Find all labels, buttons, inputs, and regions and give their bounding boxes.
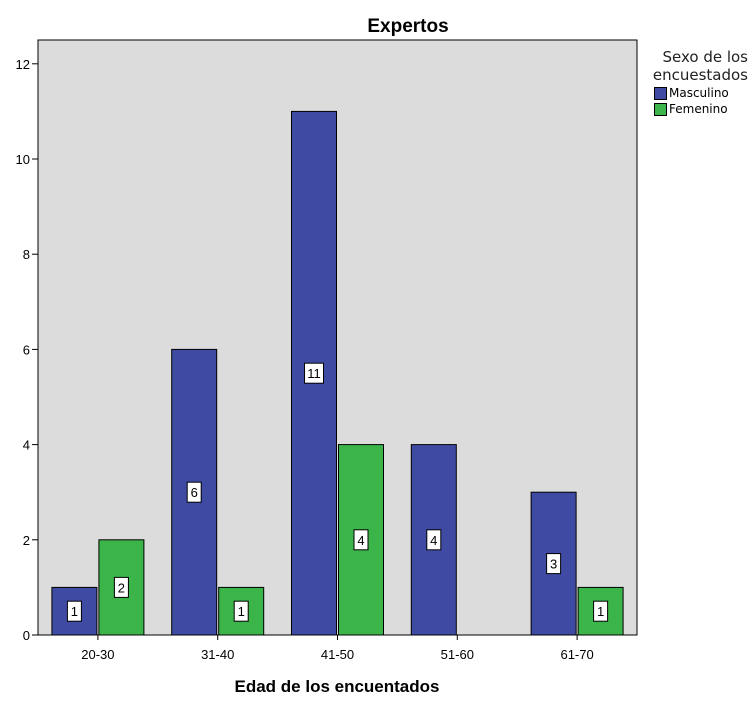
data-label: 2 (118, 580, 125, 595)
y-tick-label: 0 (23, 628, 30, 643)
data-label: 4 (430, 533, 437, 548)
x-tick-label: 41-50 (321, 647, 354, 662)
x-tick-label: 20-30 (81, 647, 114, 662)
data-label-box (546, 553, 562, 575)
data-label: 1 (597, 604, 604, 619)
x-axis-label: Edad de los encuentados (235, 677, 440, 696)
data-label-box (353, 529, 369, 551)
y-axis: 0 2 4 6 8 10 12 (16, 57, 38, 643)
y-tick-label: 6 (23, 342, 30, 357)
legend-title: Sexo de los encuestados (652, 48, 748, 84)
data-label: 11 (307, 366, 321, 381)
legend-swatch-masculino (654, 86, 667, 100)
legend-swatch-femenino (654, 102, 667, 116)
data-label-box (304, 362, 324, 384)
x-tick-label: 31-40 (201, 647, 234, 662)
legend-label: Masculino (669, 86, 729, 100)
data-label-box (593, 600, 609, 622)
legend-item-femenino: Femenino (640, 102, 752, 116)
legend-label: Femenino (669, 102, 728, 116)
data-label: 1 (71, 604, 78, 619)
y-tick-label: 8 (23, 247, 30, 262)
data-label: 3 (550, 557, 557, 572)
data-label-box (186, 481, 202, 503)
chart-title: Expertos (367, 16, 448, 37)
x-axis: 20-30 31-40 41-50 51-60 61-70 (81, 635, 594, 662)
x-tick-label: 51-60 (441, 647, 474, 662)
data-label: 1 (238, 604, 245, 619)
y-tick-label: 10 (16, 152, 30, 167)
data-label: 4 (357, 533, 364, 548)
legend-item-masculino: Masculino (640, 86, 752, 100)
data-label-box (233, 600, 249, 622)
data-label-box (66, 600, 82, 622)
legend: Sexo de los encuestados Masculino Femeni… (640, 48, 752, 116)
data-label: 6 (191, 485, 198, 500)
y-tick-label: 2 (23, 533, 30, 548)
data-label-box (426, 529, 442, 551)
data-label-box (113, 576, 129, 598)
y-tick-label: 12 (16, 57, 30, 72)
y-tick-label: 4 (23, 438, 30, 453)
x-tick-label: 61-70 (560, 647, 593, 662)
